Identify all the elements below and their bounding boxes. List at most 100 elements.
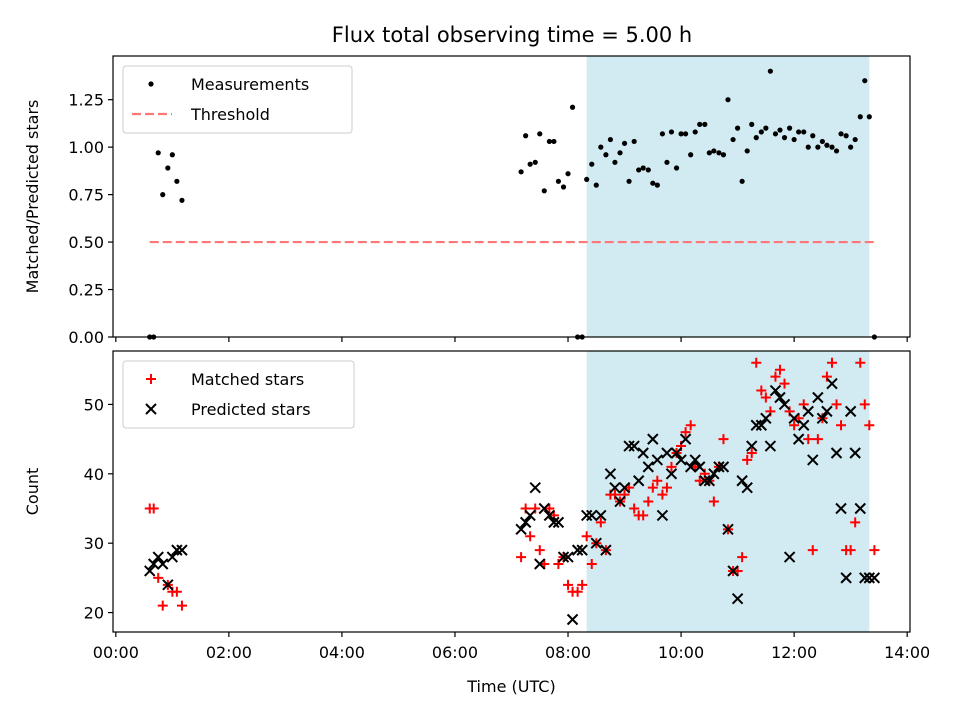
predicted-star-point [788, 412, 800, 425]
measurement-point [763, 125, 769, 131]
measurement-point [555, 178, 562, 184]
legend-box [122, 360, 355, 429]
matched-star-point [756, 385, 767, 396]
measurement-point [720, 152, 727, 158]
predicted-star-point [746, 440, 758, 452]
predicted-star-point [792, 433, 805, 445]
panel-top: 0.00 0.25 0.50 0.75 1.00 1.25 Matched/Predicte… [23, 55, 911, 347]
measurement-point [734, 125, 741, 131]
matched-star-point [581, 531, 592, 542]
measurement-point [584, 176, 590, 183]
predicted-star-point [534, 558, 546, 570]
matched-star-point [544, 503, 555, 514]
predicted-star-point [741, 481, 753, 494]
predicted-star-point [713, 461, 725, 473]
matched-star-point [807, 545, 818, 556]
measurement-point [819, 138, 825, 145]
predicted-star-point [557, 551, 570, 563]
predicted-star-point [807, 454, 819, 466]
predicted-star-point [552, 516, 565, 529]
matched-star-point [595, 517, 606, 528]
predicted-star-point [703, 475, 716, 487]
axes-frame [112, 350, 911, 633]
matched-star-point [638, 510, 649, 521]
predicted-star-point [863, 572, 876, 584]
matched-star-point [869, 545, 880, 556]
measurement-point [772, 131, 779, 137]
matched-star-point [680, 427, 691, 438]
matched-star-point [577, 579, 588, 590]
measurement-point [730, 136, 736, 143]
matched-star-point [789, 420, 800, 431]
measurement-point [758, 129, 764, 135]
panel-bottom: 20 30 40 50 00:00 02:00 04:00 06:00 08:00 10:00 12… [23, 350, 930, 696]
y-tick-label: 1.00 [68, 138, 104, 157]
predicted-star-point [722, 523, 734, 536]
measurement-point [565, 171, 571, 177]
matched-star-point [666, 461, 677, 472]
predicted-star-point [614, 495, 626, 508]
predicted-star-point [618, 481, 631, 494]
matched-star-point [586, 559, 597, 570]
matched-star-point [530, 503, 541, 514]
matched-star-point [572, 586, 583, 597]
measurement-point [659, 131, 666, 137]
predicted-star-point [774, 391, 786, 404]
measurement-point [749, 121, 755, 127]
measurement-point [668, 129, 675, 135]
predicted-star-point [802, 405, 814, 418]
y-tick-label: 30 [84, 534, 104, 553]
measurement-point [781, 135, 788, 141]
measurement-point [706, 150, 712, 156]
matched-star-point [525, 531, 536, 542]
matched-star-point [685, 420, 696, 431]
matched-star-point [629, 503, 640, 514]
predicted-star-point [798, 419, 810, 431]
matched-star-point [148, 503, 159, 514]
legend-marker [145, 403, 157, 415]
measurement-point [791, 136, 797, 143]
measurement-point [598, 144, 604, 150]
predicted-star-point [717, 461, 730, 473]
measurement-point [725, 97, 731, 103]
measurement-point [777, 127, 783, 133]
measurement-point [626, 178, 632, 184]
measurement-point [560, 184, 567, 190]
predicted-star-point [665, 468, 678, 480]
predicted-star-point [835, 502, 847, 515]
legend-label: Threshold [190, 105, 270, 124]
predicted-star-point [760, 412, 772, 425]
matched-star-point [821, 371, 832, 382]
predicted-star-point [562, 551, 574, 563]
predicted-star-point [162, 579, 174, 591]
predicted-star-point [628, 440, 640, 452]
y-tick-label: 1.25 [68, 91, 104, 110]
matched-star-point [746, 447, 757, 458]
measurement-point [160, 192, 166, 198]
predicted-star-point [651, 454, 664, 466]
predicted-star-point [538, 502, 550, 515]
predicted-star-point [176, 544, 188, 556]
measurement-point [589, 161, 595, 167]
matched-star-point [760, 392, 771, 403]
measurement-point [607, 136, 614, 143]
measurement-point [744, 148, 750, 154]
measurement-point [631, 138, 637, 145]
predicted-star-point [515, 523, 527, 536]
predicted-star-point [157, 558, 169, 570]
measurement-point [862, 78, 868, 84]
measurement-point [702, 121, 708, 127]
measurement-point [654, 182, 660, 188]
predicted-star-point [750, 419, 762, 431]
legend-label: Measurements [191, 75, 309, 94]
predicted-star-point [566, 613, 579, 626]
measurement-point [829, 144, 835, 150]
measurement-point [523, 133, 529, 139]
predicted-star-point [586, 509, 598, 522]
matched-star-point [516, 552, 527, 563]
matched-star-point [855, 357, 866, 368]
matched-star-point [643, 496, 654, 507]
measurement-point [739, 178, 745, 184]
measurement-point [541, 188, 547, 194]
y-tick-label: 0.75 [68, 186, 104, 205]
